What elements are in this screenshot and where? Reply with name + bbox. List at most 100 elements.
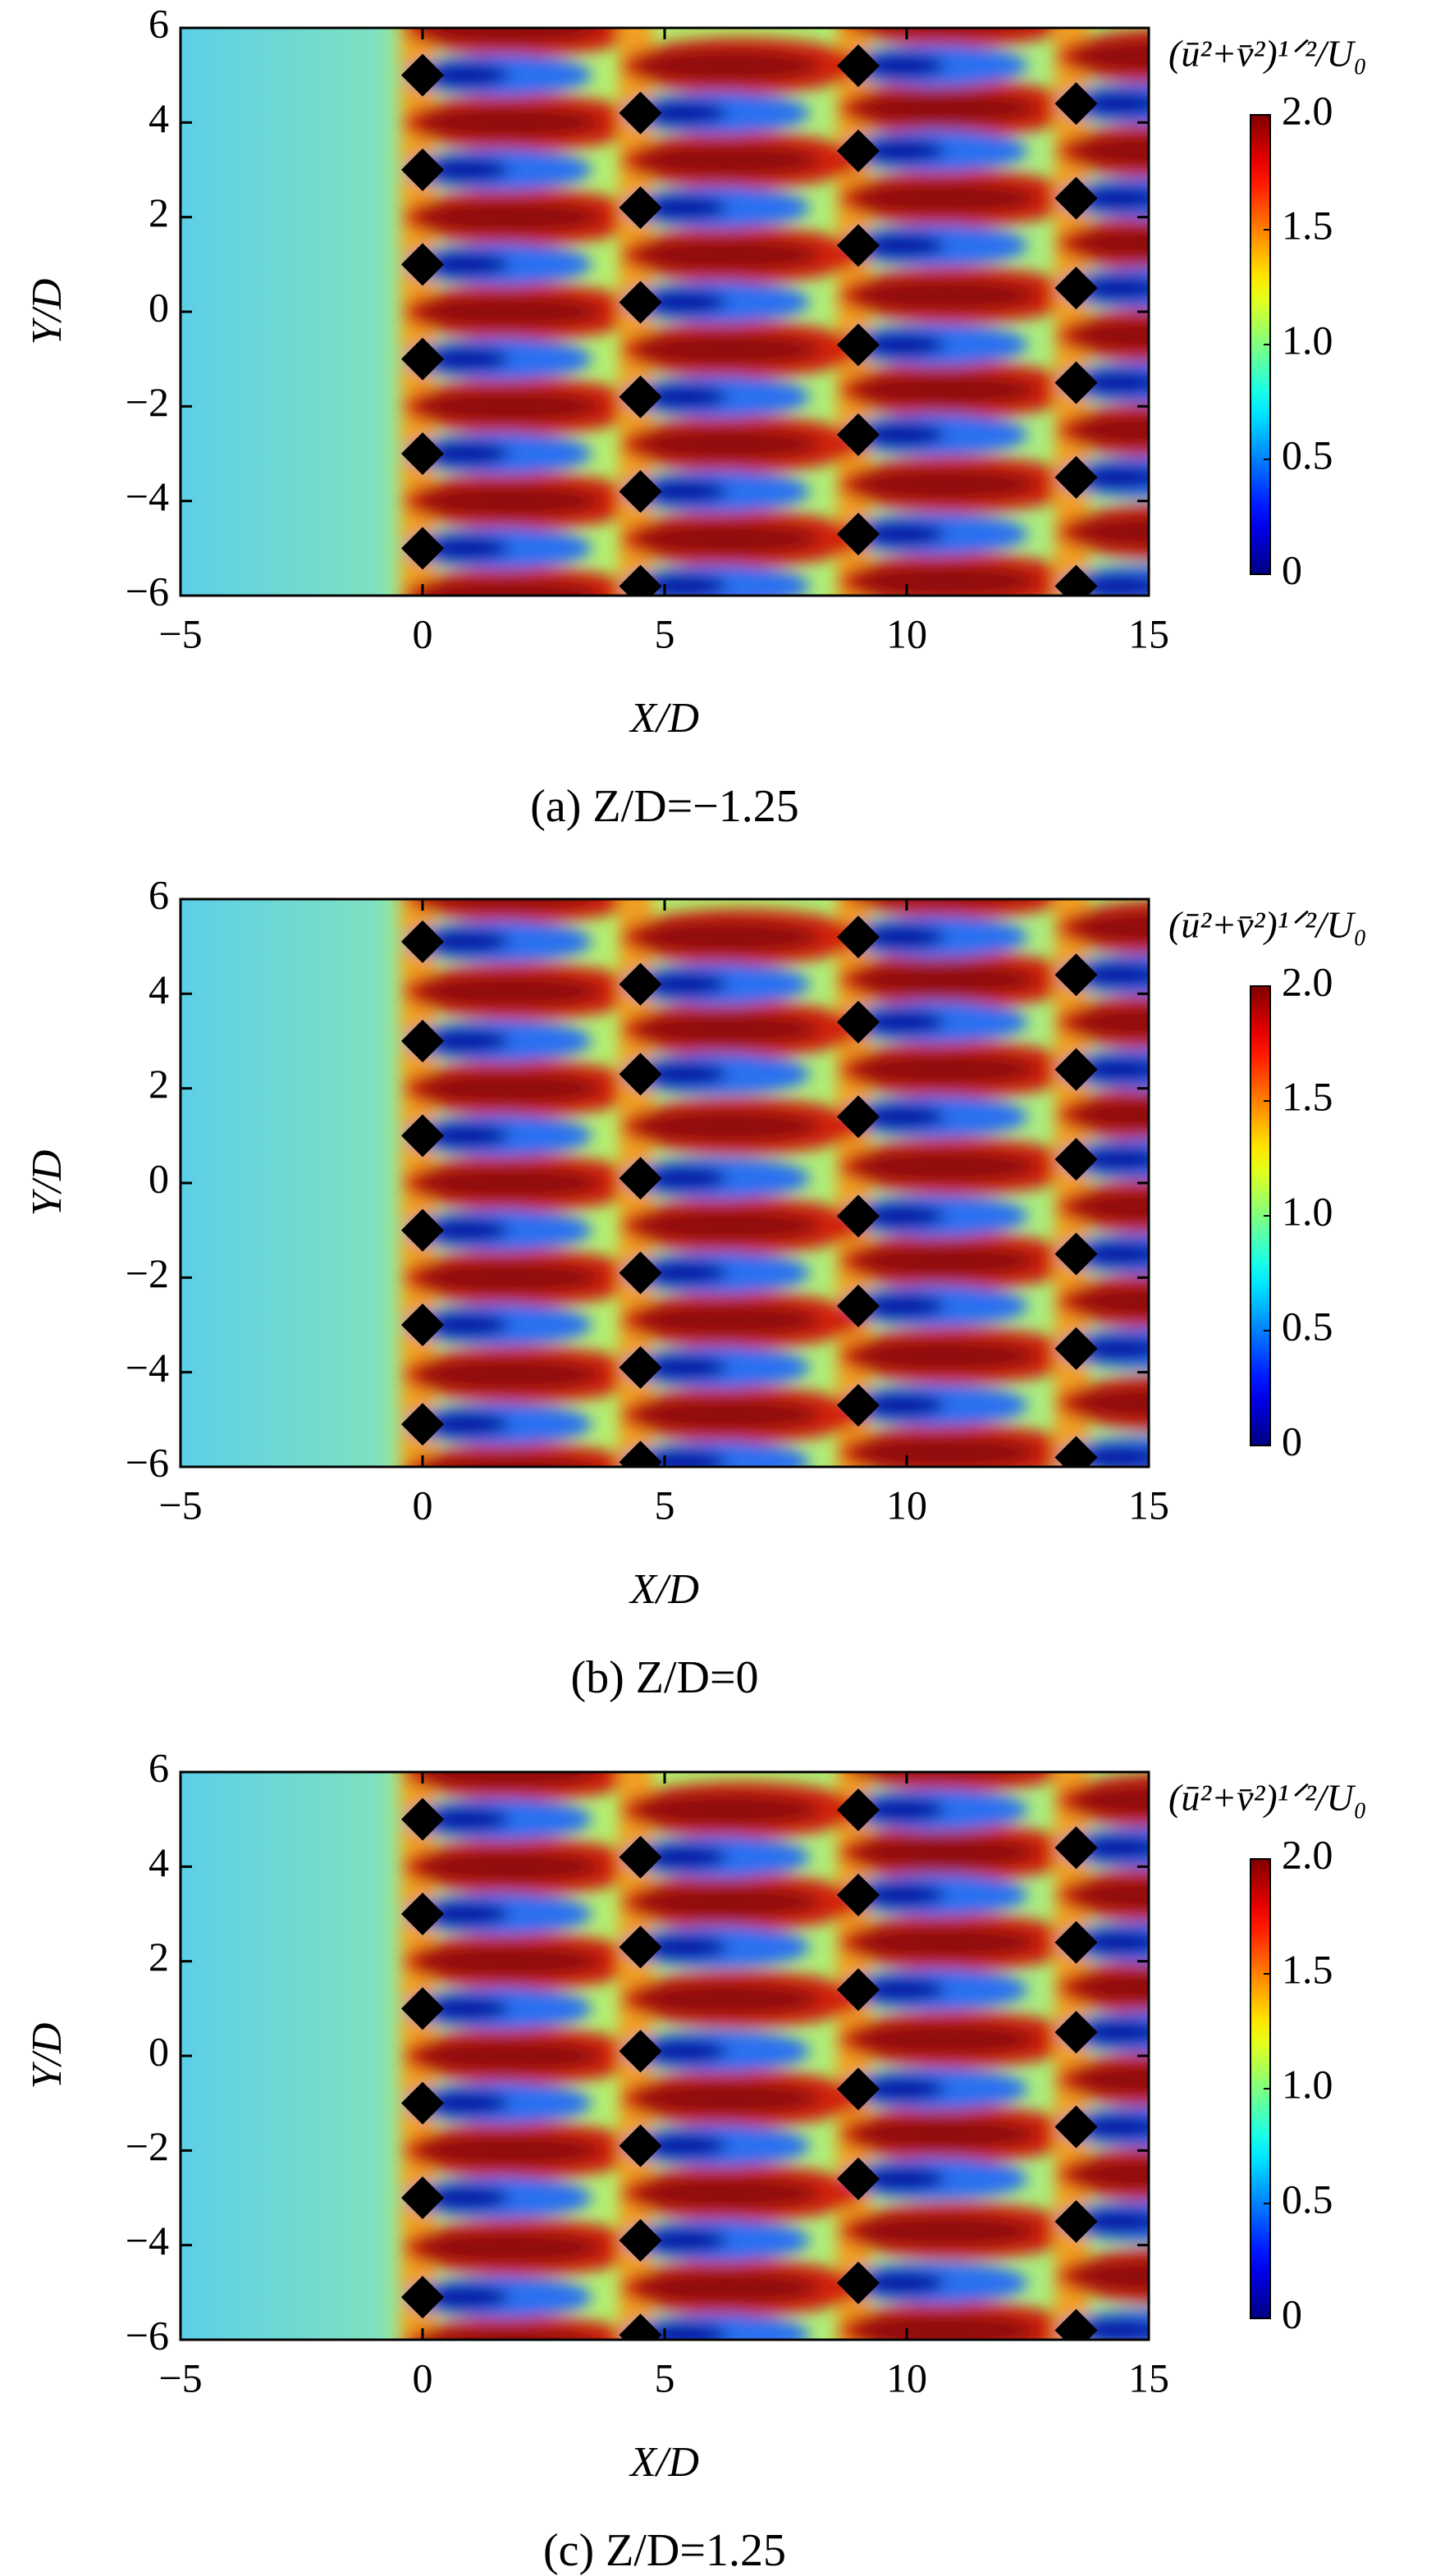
x-tick-label: 10 — [886, 2354, 927, 2400]
jet-core — [1071, 1971, 1149, 2004]
cylinder-marker — [837, 2067, 880, 2111]
cylinder-marker — [401, 53, 444, 97]
wake-core — [640, 1934, 728, 1959]
wake-core — [858, 2271, 946, 2295]
wake-core — [640, 1355, 728, 1380]
cylinder-marker — [837, 224, 880, 267]
jet-core — [421, 899, 598, 911]
jet-core — [418, 200, 602, 234]
wake-core — [423, 929, 510, 954]
cylinder-marker — [401, 527, 444, 570]
jet-core — [635, 238, 820, 272]
cylinder-marker — [619, 2124, 662, 2167]
jet-core — [853, 2214, 1038, 2248]
jet-core — [418, 2039, 602, 2073]
jet-core — [1071, 1098, 1149, 1131]
panel: −5 0 5 10 15 −6 −4 −2 0 2 4 6 X/D Y/D (b) Z/D=0 0 0.5 1.0… — [24, 871, 1367, 1702]
jet-core — [853, 2117, 1038, 2151]
jet-core — [635, 144, 820, 177]
cylinder-marker — [837, 1284, 880, 1327]
y-tick-label: −2 — [126, 2123, 169, 2169]
jet-core — [418, 1944, 602, 1978]
colorbar-label: (ū²+v̄²)¹ᐟ²/U₀ — [1168, 33, 1367, 75]
wake-core — [858, 1883, 946, 1907]
jet-core — [635, 1398, 820, 1432]
cylinder-marker — [1054, 2011, 1098, 2054]
wake-core — [1076, 1835, 1149, 1860]
jet-core — [853, 1436, 1038, 1467]
jet-core — [635, 332, 820, 367]
field-structures — [400, 28, 1149, 596]
wake-core — [640, 1450, 728, 1467]
cylinder-marker — [1054, 564, 1098, 596]
cylinder-marker — [401, 243, 444, 286]
wake-core — [858, 1977, 946, 2002]
x-tick-label: 15 — [1128, 610, 1169, 656]
y-tick-label: 6 — [149, 0, 169, 46]
cylinder-marker — [1054, 953, 1098, 997]
wake-core — [640, 479, 728, 504]
jet-core — [1071, 1386, 1149, 1420]
wake-core — [858, 2167, 946, 2191]
wake-core — [423, 347, 510, 372]
wake-core — [1076, 371, 1149, 395]
wake-core — [640, 1062, 728, 1086]
jet-core — [635, 1012, 820, 1046]
x-tick-label: 5 — [655, 1482, 675, 1528]
wake-core — [640, 2039, 728, 2063]
cylinder-marker — [401, 1208, 444, 1252]
jet-core — [1071, 1879, 1149, 1911]
cylinder-marker — [401, 1797, 444, 1841]
wake-core — [423, 63, 510, 88]
jet-core — [635, 1304, 820, 1337]
y-tick-label: −4 — [126, 2217, 169, 2263]
jet-core — [1071, 135, 1149, 167]
cylinder-marker — [1054, 455, 1098, 499]
field — [181, 899, 1299, 1533]
wake-core — [640, 2228, 728, 2253]
cylinder-marker — [619, 91, 662, 135]
y-tick-label: 0 — [149, 2028, 169, 2074]
wake-core — [423, 1412, 510, 1436]
jet-core — [853, 278, 1038, 313]
jet-core — [853, 1053, 1038, 1086]
jet-core — [635, 1982, 820, 2016]
wake-core — [858, 53, 946, 78]
colorbar-tick-label: 0.5 — [1282, 2176, 1333, 2222]
cylinder-marker — [401, 2081, 444, 2125]
caption: (c) Z/D=1.25 — [543, 2525, 786, 2576]
cylinder-marker — [619, 1053, 662, 1096]
field-structures — [400, 899, 1299, 1533]
panel: −5 0 5 10 15 −6 −4 −2 0 2 4 6 X/D Y/D (a) Z/D=−1.25 0 0.… — [24, 0, 1367, 831]
wake-core — [1076, 1242, 1149, 1266]
jet-core — [853, 1339, 1038, 1372]
x-tick-label: −5 — [158, 610, 202, 656]
cylinder-marker — [1054, 1436, 1098, 1467]
jet-core — [418, 578, 602, 596]
wake-core — [1076, 186, 1149, 211]
jet-core — [853, 2022, 1038, 2056]
cylinder-marker — [1054, 82, 1098, 126]
y-tick-label: −6 — [126, 2312, 169, 2358]
jet-core — [418, 2134, 602, 2167]
x-tick-label: 0 — [413, 2354, 433, 2400]
wake-core — [858, 1797, 946, 1822]
x-tick-label: 15 — [1128, 1482, 1169, 1528]
cylinder-marker — [837, 2157, 880, 2200]
cylinder-marker — [619, 564, 662, 596]
x-tick-label: −5 — [158, 1482, 202, 1528]
y-tick-label: −2 — [126, 1250, 169, 1296]
x-tick-label: 5 — [655, 610, 675, 656]
cylinder-marker — [837, 129, 880, 172]
front — [1054, 1772, 1089, 2340]
jet — [845, 899, 1074, 919]
cylinder-marker — [1054, 1048, 1098, 1091]
jet-core — [418, 1358, 602, 1391]
cylinder-marker — [837, 1000, 880, 1044]
jet-core — [418, 106, 602, 139]
cylinder-marker — [1054, 267, 1098, 310]
cylinder-marker — [401, 1987, 444, 2030]
cylinder-marker — [837, 1873, 880, 1916]
jet — [1057, 1477, 1299, 1533]
